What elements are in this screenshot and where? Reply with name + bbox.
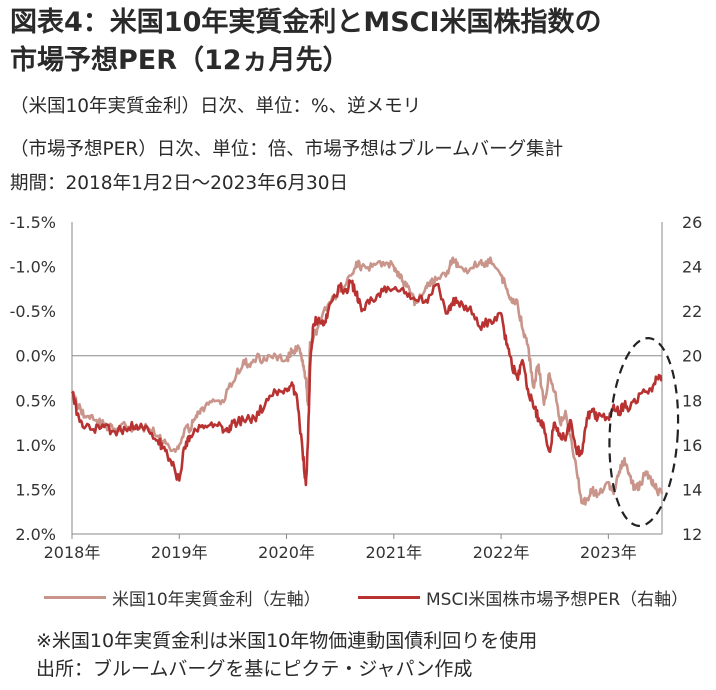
right-tick-label: 20	[682, 347, 702, 366]
right-tick-label: 18	[682, 391, 702, 410]
footnote: ※米国10年実質金利は米国10年物価連動国債利回りを使用	[36, 630, 538, 652]
x-tick-label: 2020年	[258, 543, 315, 562]
left-tick-label: 1.0%	[15, 436, 56, 455]
legend-item-per: MSCI米国株市場予想PER（右軸）	[358, 585, 688, 610]
chart-legend: 米国10年実質金利（左軸） MSCI米国株市場予想PER（右軸）	[0, 585, 716, 613]
x-tick-label: 2019年	[151, 543, 208, 562]
subtitle-line1: （米国10年実質金利）日次、単位：%、逆メモリ	[10, 96, 422, 117]
chart-title-line1: 図表4：米国10年実質金利とMSCI米国株指数の	[10, 7, 602, 38]
legend-label-real-yield: 米国10年実質金利（左軸）	[112, 590, 321, 610]
chart-title: 図表4：米国10年実質金利とMSCI米国株指数の 市場予想PER（12ヵ月先）	[10, 4, 710, 80]
highlight-ellipse	[608, 337, 680, 527]
x-tick-label: 2022年	[473, 543, 530, 562]
legend-label-per: MSCI米国株市場予想PER（右軸）	[426, 590, 689, 610]
legend-item-real-yield: 米国10年実質金利（左軸）	[44, 585, 321, 610]
right-tick-label: 24	[682, 258, 702, 277]
subtitle-line3: 期間：2018年1月2日～2023年6月30日	[10, 173, 349, 194]
subtitle-line2: （市場予想PER）日次、単位：倍、市場予想はブルームバーグ集計	[10, 139, 564, 160]
left-tick-label: 2.0%	[15, 525, 56, 544]
x-tick-label: 2018年	[44, 543, 101, 562]
left-tick-label: -1.5%	[10, 213, 56, 232]
right-tick-label: 16	[682, 436, 702, 455]
left-tick-label: 0.0%	[15, 347, 56, 366]
right-tick-label: 26	[682, 213, 702, 232]
right-tick-label: 14	[682, 480, 702, 499]
legend-swatch-per	[358, 596, 420, 599]
left-tick-label: -1.0%	[10, 258, 56, 277]
series-line-per	[70, 279, 663, 487]
series-line-real-yield	[70, 256, 664, 506]
legend-swatch-real-yield	[44, 596, 106, 599]
x-tick-label: 2023年	[580, 543, 637, 562]
right-tick-label: 12	[682, 525, 702, 544]
x-tick-label: 2021年	[365, 543, 422, 562]
right-tick-label: 22	[682, 302, 702, 321]
left-tick-label: 1.5%	[15, 480, 56, 499]
left-tick-label: -0.5%	[10, 302, 56, 321]
chart-title-line2: 市場予想PER（12ヵ月先）	[10, 45, 350, 76]
source-note: 出所：ブルームバーグを基にピクテ・ジャパン作成	[36, 658, 473, 680]
left-tick-label: 0.5%	[15, 391, 56, 410]
